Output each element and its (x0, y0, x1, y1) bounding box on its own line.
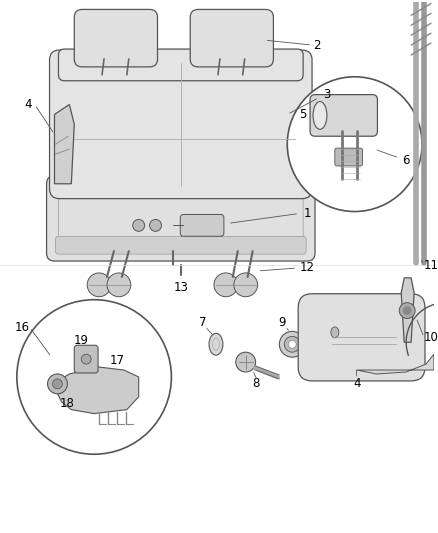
Text: 5: 5 (300, 108, 307, 121)
Circle shape (17, 300, 171, 454)
Text: 16: 16 (14, 321, 29, 334)
Text: 2: 2 (313, 38, 321, 52)
Circle shape (107, 273, 131, 297)
Circle shape (288, 340, 296, 348)
Text: 11: 11 (424, 259, 438, 271)
FancyBboxPatch shape (58, 49, 303, 81)
Polygon shape (357, 354, 434, 374)
FancyBboxPatch shape (46, 176, 315, 261)
Circle shape (287, 77, 422, 212)
Text: 10: 10 (424, 331, 438, 344)
Circle shape (236, 352, 256, 372)
Text: 13: 13 (174, 281, 189, 294)
Text: 17: 17 (110, 353, 124, 367)
Text: 7: 7 (199, 316, 207, 329)
Polygon shape (52, 367, 139, 414)
Text: 4: 4 (353, 377, 360, 390)
Text: 3: 3 (323, 88, 331, 101)
Circle shape (279, 332, 305, 357)
Circle shape (48, 374, 67, 394)
Polygon shape (401, 278, 414, 342)
Text: 12: 12 (300, 262, 314, 274)
FancyBboxPatch shape (74, 10, 158, 67)
Text: 8: 8 (252, 377, 259, 390)
Circle shape (234, 273, 258, 297)
Circle shape (81, 354, 91, 364)
Ellipse shape (209, 333, 223, 355)
FancyBboxPatch shape (56, 236, 306, 254)
FancyBboxPatch shape (180, 214, 224, 236)
Ellipse shape (331, 327, 339, 338)
FancyBboxPatch shape (298, 294, 425, 381)
FancyBboxPatch shape (49, 50, 312, 199)
Circle shape (133, 220, 145, 231)
Circle shape (399, 303, 415, 319)
FancyBboxPatch shape (74, 345, 98, 373)
FancyBboxPatch shape (190, 10, 273, 67)
Text: 19: 19 (74, 334, 89, 347)
Text: 18: 18 (60, 397, 75, 410)
Circle shape (87, 273, 111, 297)
Text: 9: 9 (279, 316, 286, 329)
FancyBboxPatch shape (310, 95, 378, 136)
Circle shape (150, 220, 162, 231)
Circle shape (214, 273, 238, 297)
FancyBboxPatch shape (335, 148, 363, 166)
Circle shape (284, 336, 300, 352)
Polygon shape (54, 104, 74, 184)
Text: 1: 1 (304, 207, 311, 220)
Text: 4: 4 (24, 98, 32, 111)
Circle shape (403, 306, 411, 314)
Circle shape (53, 379, 62, 389)
Text: 6: 6 (403, 155, 410, 167)
Ellipse shape (313, 102, 327, 130)
